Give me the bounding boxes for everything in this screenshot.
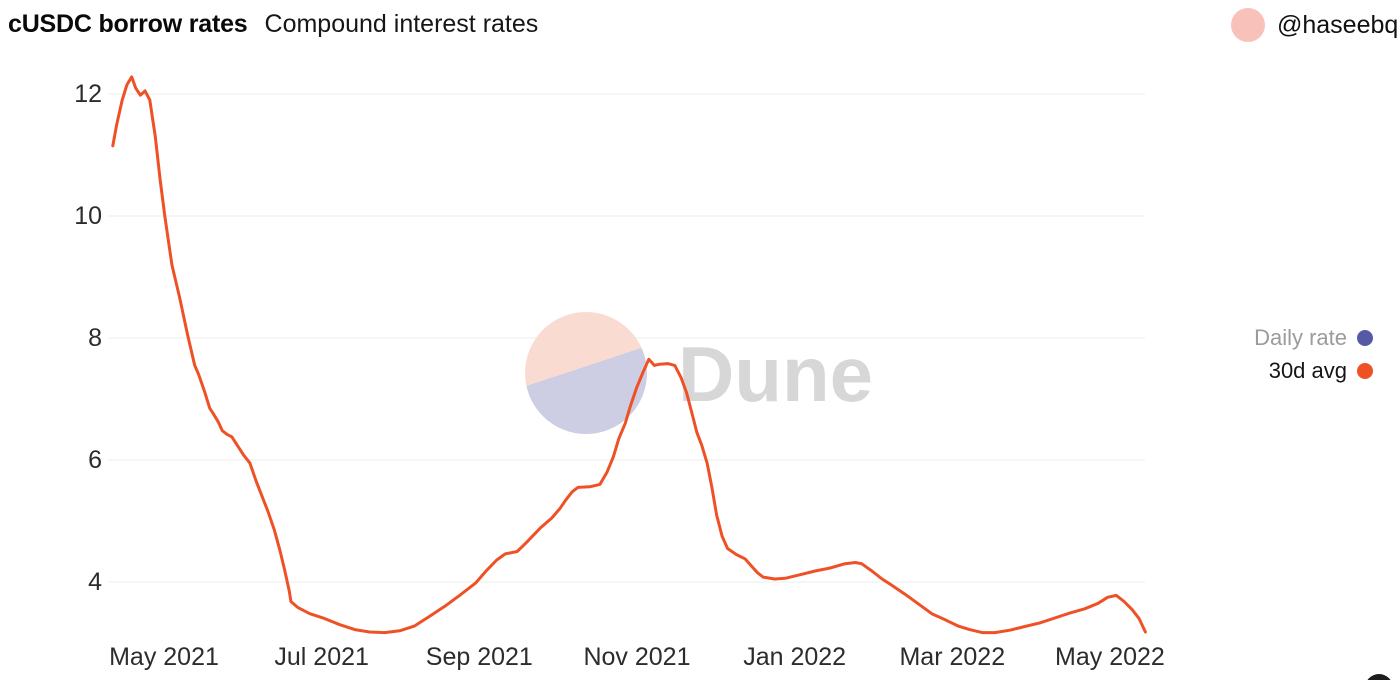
x-tick-label: Sep 2021 <box>425 643 533 671</box>
author-username[interactable]: @haseebq <box>1277 10 1399 39</box>
x-tick-label: Mar 2022 <box>899 643 1006 671</box>
legend: Daily rate 30d avg <box>1254 325 1373 384</box>
legend-label: 30d avg <box>1268 358 1347 383</box>
x-tick-label: May 2021 <box>109 643 219 671</box>
legend-label: Daily rate <box>1254 325 1347 350</box>
y-tick-label: 4 <box>88 568 102 596</box>
line-30d-avg[interactable] <box>111 75 1147 635</box>
corner-dune-logo-button[interactable] <box>1365 674 1393 680</box>
y-tick-label: 8 <box>88 324 102 352</box>
x-tick-label: May 2022 <box>1055 643 1165 671</box>
dune-watermark-text: Dune <box>678 330 873 418</box>
x-tick-label: Nov 2021 <box>583 643 691 671</box>
dune-watermark-circle <box>525 312 647 434</box>
x-tick-label: Jul 2021 <box>274 643 369 671</box>
x-tick-label: Jan 2022 <box>743 643 847 671</box>
legend-dot-daily-rate <box>1357 330 1373 346</box>
legend-dot-30d-avg <box>1357 363 1373 379</box>
y-tick-label: 6 <box>88 446 102 474</box>
chart-subtitle: Compound interest rates <box>264 10 539 38</box>
legend-item-daily-rate[interactable]: Daily rate <box>1254 325 1373 351</box>
author-profile[interactable]: @haseebq <box>1231 8 1398 42</box>
legend-item-30d-avg[interactable]: 30d avg <box>1269 358 1373 384</box>
avatar[interactable] <box>1231 8 1265 42</box>
gridlines <box>108 93 1145 583</box>
y-tick-label: 10 <box>74 202 102 230</box>
chart-title: cUSDC borrow rates <box>8 10 248 38</box>
chart-header: cUSDC borrow rates Compound interest rat… <box>8 10 538 39</box>
y-tick-label: 12 <box>74 80 102 108</box>
